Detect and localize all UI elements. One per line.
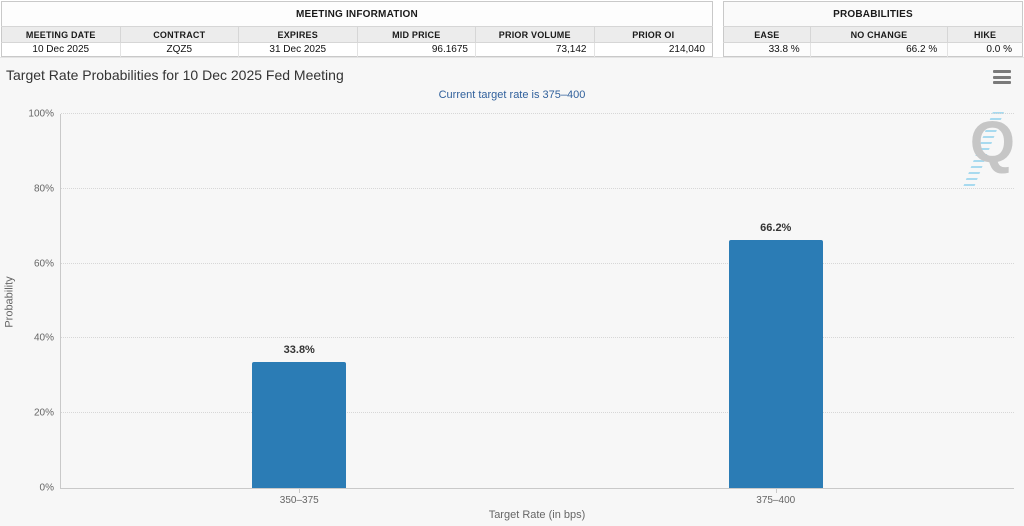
expires-value: 31 Dec 2025: [238, 42, 357, 57]
col-header-prior-volume: PRIOR VOLUME: [475, 26, 594, 43]
y-tick-label: 0%: [39, 482, 54, 494]
y-tick-label: 100%: [28, 108, 54, 120]
y-axis-title: Probability: [4, 275, 17, 328]
chart-context-menu-icon[interactable]: [992, 69, 1012, 85]
probability-bar[interactable]: [252, 361, 347, 488]
meeting-information-row: 10 Dec 2025 ZQZ5 31 Dec 2025 96.1675 73,…: [1, 42, 713, 57]
col-header-prior-oi: PRIOR OI: [593, 26, 713, 43]
category-label: 350–375: [279, 495, 319, 506]
col-header-contract: CONTRACT: [119, 26, 239, 43]
hike-value: 0.0 %: [947, 42, 1023, 57]
mid-price-value: 96.1675: [356, 42, 476, 57]
bar-data-label: 66.2%: [760, 222, 792, 235]
chart-title: Target Rate Probabilities for 10 Dec 202…: [6, 67, 344, 83]
gridline-100%: [61, 113, 1014, 114]
chart-subtitle: Current target rate is 375–400: [438, 89, 586, 101]
col-header-ease: EASE: [723, 26, 811, 43]
gridline-40%: [61, 337, 1014, 339]
x-axis-tick: [299, 488, 301, 493]
col-header-mid-price: MID PRICE: [356, 26, 476, 43]
meeting-date-value: 10 Dec 2025: [1, 42, 120, 57]
gridline-80%: [61, 187, 1014, 189]
prior-oi-value: 214,040: [593, 42, 713, 57]
y-tick-label: 60%: [33, 258, 54, 270]
category-label: 375–400: [756, 495, 796, 506]
plot-area: 0% 20% 40% 60% 80% 100% 33.8% 350–375 66.2% 375–4…: [28, 109, 1014, 506]
y-tick-label: 20%: [33, 407, 54, 419]
gridline-20%: [61, 412, 1014, 414]
col-header-expires: EXPIRES: [238, 26, 357, 43]
x-axis-title: Target Rate (in bps): [488, 509, 586, 521]
meeting-information-table: MEETING INFORMATION MEETING DATE CONTRAC…: [1, 1, 713, 57]
fedwatch-chart-panel: Target Rate Probabilities for 10 Dec 202…: [0, 57, 1024, 526]
no-change-value: 66.2 %: [809, 42, 948, 57]
prior-volume-value: 73,142: [475, 42, 594, 57]
probability-bar[interactable]: [728, 240, 823, 488]
col-header-no-change: NO CHANGE: [809, 26, 948, 43]
ease-value: 33.8 %: [723, 42, 811, 57]
header-tables: MEETING INFORMATION MEETING DATE CONTRAC…: [0, 0, 1024, 57]
meeting-information-title: MEETING INFORMATION: [1, 1, 713, 27]
y-tick-label: 80%: [33, 183, 54, 195]
contract-value: ZQZ5: [119, 42, 239, 57]
probabilities-title: PROBABILITIES: [723, 1, 1023, 27]
x-axis-tick: [775, 488, 777, 493]
bar-data-label: 33.8%: [283, 343, 315, 356]
y-tick-label: 40%: [33, 332, 54, 344]
gridline-60%: [61, 262, 1014, 264]
col-header-meeting-date: MEETING DATE: [1, 26, 120, 43]
probabilities-table: PROBABILITIES EASE NO CHANGE HIKE 33.8 %…: [723, 1, 1023, 57]
probabilities-row: 33.8 % 66.2 % 0.0 %: [723, 42, 1023, 57]
col-header-hike: HIKE: [947, 26, 1023, 43]
